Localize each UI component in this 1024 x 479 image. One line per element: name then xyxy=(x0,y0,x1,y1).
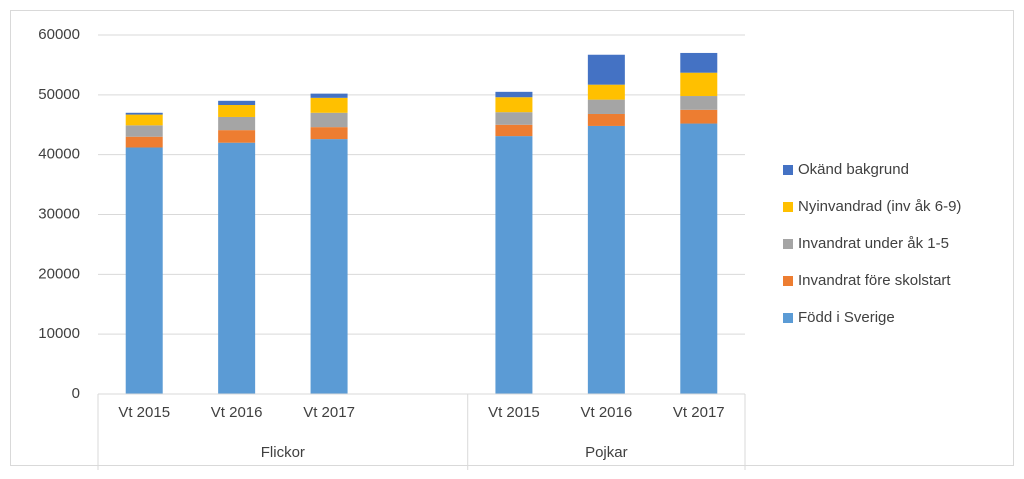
y-tick-label: 30000 xyxy=(38,205,80,222)
bar-segment xyxy=(218,105,256,117)
legend-label: Invandrat före skolstart xyxy=(798,272,951,289)
y-tick-label: 60000 xyxy=(38,26,80,43)
bar-segment xyxy=(310,127,348,140)
x-tick-label: Vt 2017 xyxy=(303,404,355,421)
bar-segment xyxy=(680,123,718,394)
bar-segment xyxy=(680,52,718,73)
y-tick-label: 20000 xyxy=(38,265,80,282)
bar-segment xyxy=(125,147,163,394)
bar-segment xyxy=(310,97,348,113)
legend-label: Nyinvandrad (inv åk 6-9) xyxy=(798,198,961,215)
bar-segment xyxy=(680,72,718,97)
y-tick-label: 50000 xyxy=(38,86,80,103)
bar-segment xyxy=(495,112,533,125)
bar-segment xyxy=(495,91,533,98)
bar-segment xyxy=(218,116,256,131)
bar-segment xyxy=(587,54,625,85)
legend-swatch xyxy=(783,165,793,175)
bar-segment xyxy=(587,84,625,100)
x-tick-label: Vt 2015 xyxy=(118,404,170,421)
bar-segment xyxy=(125,136,163,148)
y-tick-label: 10000 xyxy=(38,325,80,342)
bar-segment xyxy=(680,109,718,124)
bar-segment xyxy=(218,100,256,106)
bar-segment xyxy=(495,136,533,394)
legend-swatch xyxy=(783,202,793,212)
bar-segment xyxy=(218,142,256,394)
bar-segment xyxy=(125,114,163,126)
x-tick-label: Vt 2016 xyxy=(580,404,632,421)
bar-segment xyxy=(587,99,625,114)
y-tick-label: 40000 xyxy=(38,146,80,163)
bar-segment xyxy=(310,93,348,98)
legend-label: Invandrat under åk 1-5 xyxy=(798,235,949,252)
y-tick-label: 0 xyxy=(72,385,80,402)
x-tick-label: Vt 2017 xyxy=(673,404,725,421)
bar-segment xyxy=(587,125,625,395)
legend-label: Okänd bakgrund xyxy=(798,161,909,178)
bar-segment xyxy=(587,113,625,126)
legend-swatch xyxy=(783,239,793,249)
legend-swatch xyxy=(783,313,793,323)
group-label: Flickor xyxy=(261,444,305,461)
bar-segment xyxy=(218,130,256,143)
bar-segment xyxy=(495,124,533,137)
bar-segment xyxy=(310,139,348,394)
group-label: Pojkar xyxy=(585,444,628,461)
legend-label: Född i Sverige xyxy=(798,309,895,326)
bar-segment xyxy=(310,112,348,128)
bar-segment xyxy=(125,112,163,115)
x-tick-label: Vt 2016 xyxy=(211,404,263,421)
x-tick-label: Vt 2015 xyxy=(488,404,540,421)
bar-segment xyxy=(680,96,718,110)
bar-segment xyxy=(125,125,163,137)
bar-segment xyxy=(495,97,533,113)
legend-swatch xyxy=(783,276,793,286)
